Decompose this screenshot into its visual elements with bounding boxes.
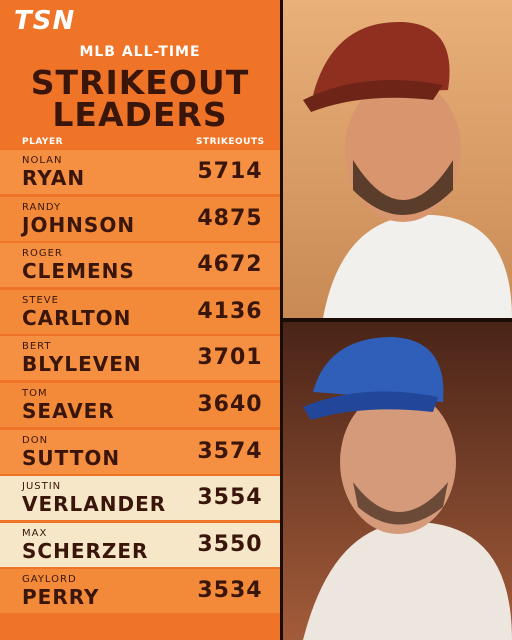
last-name: VERLANDER (22, 492, 167, 517)
first-name: STEVE (22, 294, 59, 306)
last-name: BLYLEVEN (22, 352, 142, 377)
photo (283, 322, 512, 640)
strikeouts: 3550 (197, 531, 263, 557)
strikeouts: 3701 (197, 345, 263, 371)
first-name: MAX (22, 527, 48, 539)
logo: TSN (14, 6, 76, 36)
last-name: CARLTON (22, 305, 132, 330)
table-row: NOLAN RYAN 5714 (0, 150, 280, 194)
table-row: TOM SEAVER 3640 (0, 383, 280, 427)
strikeouts: 4875 (197, 205, 263, 231)
photo (283, 0, 512, 318)
table-row: DON SUTTON 3574 (0, 429, 280, 474)
column-header: STRIKEOUTS (196, 137, 265, 147)
table-row: GAYLORD PERRY 3534 (0, 569, 280, 614)
last-name: SUTTON (22, 445, 121, 470)
first-name: BERT (22, 341, 52, 353)
last-name: RYAN (22, 166, 86, 190)
title: LEADERS (52, 95, 228, 134)
table-row: RANDY JOHNSON 4875 (0, 196, 280, 241)
last-name: SEAVER (22, 399, 115, 423)
strikeouts: 3574 (197, 438, 263, 464)
strikeouts: 4672 (197, 252, 263, 278)
table-row: JUSTIN VERLANDER 3554 (0, 476, 280, 521)
first-name: JUSTIN (22, 481, 62, 493)
table-row: ROGER CLEMENS 4672 (0, 243, 280, 288)
title: STRIKEOUT (30, 63, 250, 102)
last-name: PERRY (22, 585, 100, 610)
subtitle: MLB ALL-TIME (79, 44, 201, 60)
strikeouts: 4136 (197, 298, 263, 324)
first-name: ROGER (22, 248, 63, 260)
first-name: RANDY (22, 201, 62, 213)
strikeouts: 3534 (197, 578, 263, 604)
first-name: GAYLORD (22, 574, 77, 586)
strikeouts: 3640 (197, 392, 263, 417)
strikeouts: 3554 (197, 485, 263, 511)
last-name: JOHNSON (22, 212, 136, 237)
table-row: MAX SCHERZER 3550 (0, 522, 280, 567)
column-header: PLAYER (22, 137, 64, 147)
left-panel: TSN MLB ALL-TIME STRIKEOUT LEADERS PLAYE… (0, 0, 280, 640)
first-name: DON (22, 434, 49, 446)
first-name: NOLAN (22, 155, 63, 166)
table-row: BERT BLYLEVEN 3701 (0, 336, 280, 381)
last-name: SCHERZER (22, 538, 149, 563)
strikeouts: 5714 (197, 159, 263, 184)
last-name: CLEMENS (22, 259, 135, 284)
table-row: STEVE CARLTON 4136 (0, 289, 280, 334)
first-name: TOM (22, 388, 48, 399)
